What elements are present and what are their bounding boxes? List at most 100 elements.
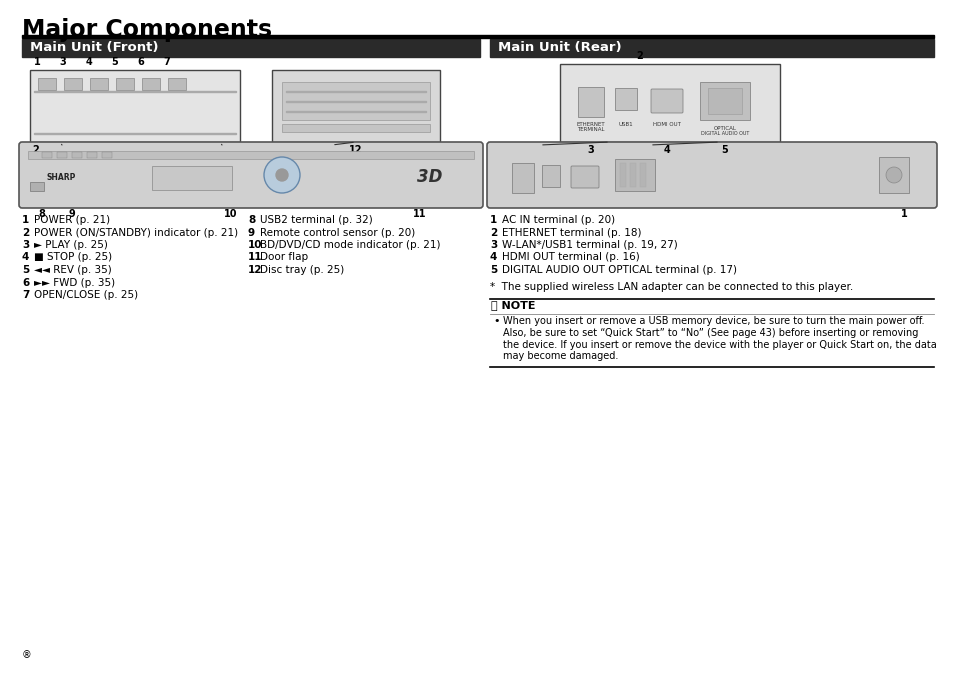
Bar xyxy=(629,163,636,187)
Bar xyxy=(22,35,933,38)
Text: Major Components: Major Components xyxy=(22,18,272,42)
Text: 4: 4 xyxy=(490,252,497,263)
Bar xyxy=(87,152,97,158)
Text: 9: 9 xyxy=(69,209,75,219)
Text: 5: 5 xyxy=(490,265,497,275)
Bar xyxy=(152,166,232,190)
Circle shape xyxy=(885,167,901,183)
Text: 2: 2 xyxy=(22,227,30,238)
Text: 3: 3 xyxy=(59,57,67,67)
Text: 2: 2 xyxy=(32,145,39,155)
Text: 11: 11 xyxy=(413,209,426,219)
Text: ETHERNET: ETHERNET xyxy=(576,122,604,127)
Bar xyxy=(619,163,625,187)
Text: 6: 6 xyxy=(22,277,30,288)
Bar xyxy=(282,82,430,120)
Bar xyxy=(512,163,534,193)
Text: HDMI OUT: HDMI OUT xyxy=(653,122,680,127)
Text: Remote control sensor (p. 20): Remote control sensor (p. 20) xyxy=(260,227,415,238)
Bar xyxy=(34,90,235,92)
Bar xyxy=(71,152,82,158)
Text: ■ STOP (p. 25): ■ STOP (p. 25) xyxy=(34,252,112,263)
Text: 4: 4 xyxy=(22,252,30,263)
Text: USB1: USB1 xyxy=(618,122,633,127)
Text: 5: 5 xyxy=(22,265,30,275)
Text: ETHERNET terminal (p. 18): ETHERNET terminal (p. 18) xyxy=(501,227,640,238)
Text: 10: 10 xyxy=(224,209,237,219)
Bar xyxy=(541,165,559,187)
Bar xyxy=(142,78,160,90)
Text: ®: ® xyxy=(22,650,31,660)
Text: 1: 1 xyxy=(33,57,40,67)
Text: 7: 7 xyxy=(164,57,171,67)
Text: 2: 2 xyxy=(636,51,642,61)
Text: Main Unit (Front): Main Unit (Front) xyxy=(30,41,158,55)
Text: OPTICAL: OPTICAL xyxy=(713,126,736,131)
Text: 6: 6 xyxy=(137,57,144,67)
Text: USB2 terminal (p. 32): USB2 terminal (p. 32) xyxy=(260,215,373,225)
Text: DIGITAL AUDIO OUT: DIGITAL AUDIO OUT xyxy=(700,131,748,136)
Circle shape xyxy=(275,169,288,181)
Bar xyxy=(57,152,67,158)
Text: HDMI OUT terminal (p. 16): HDMI OUT terminal (p. 16) xyxy=(501,252,639,263)
Bar xyxy=(116,78,133,90)
Text: 7: 7 xyxy=(22,290,30,300)
Text: DIGITAL AUDIO OUT OPTICAL terminal (p. 17): DIGITAL AUDIO OUT OPTICAL terminal (p. 1… xyxy=(501,265,737,275)
Text: ► PLAY (p. 25): ► PLAY (p. 25) xyxy=(34,240,108,250)
Text: 9: 9 xyxy=(248,227,254,238)
Bar xyxy=(639,163,645,187)
Text: 1: 1 xyxy=(22,215,30,225)
Text: ►► FWD (p. 35): ►► FWD (p. 35) xyxy=(34,277,115,288)
Text: Disc tray (p. 25): Disc tray (p. 25) xyxy=(260,265,344,275)
Bar xyxy=(286,91,426,92)
FancyBboxPatch shape xyxy=(571,166,598,188)
Text: SHARP: SHARP xyxy=(47,173,76,182)
Text: 3: 3 xyxy=(490,240,497,250)
Text: 8: 8 xyxy=(248,215,255,225)
Text: the device. If you insert or remove the device with the player or Quick Start on: the device. If you insert or remove the … xyxy=(502,340,936,350)
Bar xyxy=(22,39,479,57)
Text: *  The supplied wireless LAN adapter can be connected to this player.: * The supplied wireless LAN adapter can … xyxy=(490,281,852,292)
Text: W-LAN*/USB1 terminal (p. 19, 27): W-LAN*/USB1 terminal (p. 19, 27) xyxy=(501,240,677,250)
Bar xyxy=(168,78,186,90)
Text: 10: 10 xyxy=(248,240,262,250)
Text: TERMINAL: TERMINAL xyxy=(577,127,604,132)
Bar xyxy=(878,157,908,193)
Text: POWER (ON/STANDBY) indicator (p. 21): POWER (ON/STANDBY) indicator (p. 21) xyxy=(34,227,238,238)
Bar xyxy=(28,151,474,159)
Bar xyxy=(272,70,439,142)
Text: OPEN/CLOSE (p. 25): OPEN/CLOSE (p. 25) xyxy=(34,290,138,300)
Circle shape xyxy=(264,157,299,193)
Text: Door flap: Door flap xyxy=(260,252,308,263)
Text: 5: 5 xyxy=(112,57,118,67)
Bar xyxy=(64,78,82,90)
Bar xyxy=(282,124,430,132)
Text: 1: 1 xyxy=(490,215,497,225)
Bar xyxy=(286,111,426,112)
Bar xyxy=(30,70,240,142)
FancyBboxPatch shape xyxy=(650,89,682,113)
FancyBboxPatch shape xyxy=(486,142,936,208)
FancyBboxPatch shape xyxy=(19,142,482,208)
Text: Also, be sure to set “Quick Start” to “No” (See page 43) before inserting or rem: Also, be sure to set “Quick Start” to “N… xyxy=(502,328,918,338)
Bar xyxy=(490,39,933,57)
Bar xyxy=(615,159,655,191)
Text: •: • xyxy=(493,317,499,327)
Text: 8: 8 xyxy=(38,209,46,219)
Text: 1: 1 xyxy=(900,209,906,219)
Text: BD/DVD/CD mode indicator (p. 21): BD/DVD/CD mode indicator (p. 21) xyxy=(260,240,440,250)
Text: 12: 12 xyxy=(349,145,362,155)
Text: 11: 11 xyxy=(248,252,262,263)
Text: 2: 2 xyxy=(490,227,497,238)
Bar xyxy=(615,88,637,110)
Bar xyxy=(286,101,426,102)
Text: When you insert or remove a USB memory device, be sure to turn the main power of: When you insert or remove a USB memory d… xyxy=(502,317,923,327)
Bar xyxy=(102,152,112,158)
Bar xyxy=(578,87,603,117)
Text: may become damaged.: may become damaged. xyxy=(502,351,618,361)
Text: 3: 3 xyxy=(587,145,594,155)
Text: AC IN terminal (p. 20): AC IN terminal (p. 20) xyxy=(501,215,615,225)
Text: 3D: 3D xyxy=(416,168,442,186)
Bar xyxy=(559,64,780,142)
Text: ⎙ NOTE: ⎙ NOTE xyxy=(491,300,535,310)
